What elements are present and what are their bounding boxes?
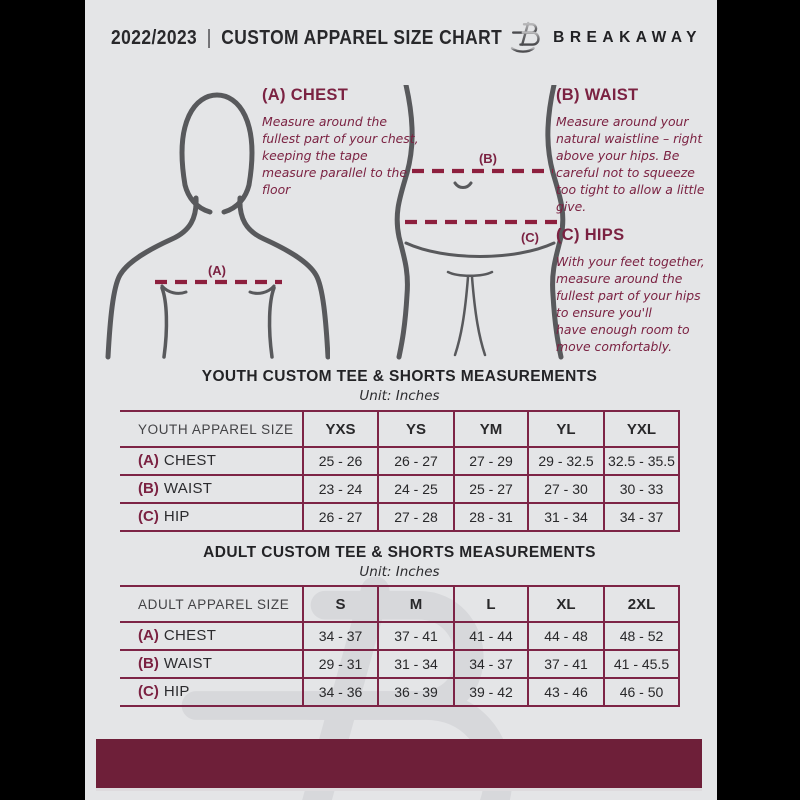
- hips-heading: (C) HIPS: [556, 226, 625, 244]
- column-header: S: [302, 585, 378, 623]
- table-row: (C) HIP 26 - 27 27 - 28 28 - 31 31 - 34 3…: [120, 502, 680, 532]
- document-title: 2022/2023 | CUSTOM APPAREL SIZE CHART: [111, 27, 502, 50]
- row-label: WAIST: [163, 480, 213, 497]
- size-chart-page: 2022/2023 | CUSTOM APPAREL SIZE CHART BREA…: [85, 0, 717, 800]
- column-header: 2XL: [603, 585, 680, 623]
- column-header: YXS: [302, 410, 378, 448]
- column-header: M: [377, 585, 454, 623]
- row-marker: (B): [138, 655, 159, 672]
- measurement-cell: 24 - 25: [377, 474, 454, 504]
- column-header: YM: [453, 410, 528, 448]
- measurement-cell: 27 - 30: [527, 474, 604, 504]
- size-column-label: YOUTH APPAREL SIZE: [120, 410, 303, 448]
- column-header: YS: [377, 410, 454, 448]
- measurement-cell: 34 - 37: [453, 649, 528, 679]
- table-row: (A) CHEST 25 - 26 26 - 27 27 - 29 29 - 32…: [120, 446, 680, 476]
- column-header: YL: [527, 410, 604, 448]
- youth-table-title: YOUTH CUSTOM TEE & SHORTS MEASUREMENTS: [201, 368, 598, 385]
- lower-body-figure: (B) (C): [394, 85, 566, 360]
- measurement-cell: 26 - 27: [377, 446, 454, 476]
- waist-marker-label: (B): [479, 151, 497, 166]
- row-marker: (A): [138, 452, 159, 469]
- measurement-cell: 23 - 24: [302, 474, 378, 504]
- measurement-cell: 29 - 32.5: [527, 446, 604, 476]
- row-label: HIP: [163, 508, 190, 525]
- measurement-cell: 43 - 46: [527, 677, 604, 707]
- measurement-cell: 32.5 - 35.5: [603, 446, 680, 476]
- table-row: (A) CHEST 34 - 37 37 - 41 41 - 44 44 - 48…: [120, 621, 680, 651]
- row-marker: (C): [138, 683, 159, 700]
- adult-size-table: ADULT APPAREL SIZE S M L XL 2XL (A) CHEST…: [120, 585, 680, 707]
- chest-heading: (A) CHEST: [262, 86, 349, 104]
- measurement-cell: 30 - 33: [603, 474, 680, 504]
- waist-guide-section: (B) WAIST Measure around your natural wa…: [556, 86, 706, 216]
- footer-accent-bar: [96, 739, 702, 788]
- row-marker: (A): [138, 627, 159, 644]
- row-label: CHEST: [163, 452, 217, 469]
- page-title: CUSTOM APPAREL SIZE CHART: [221, 27, 503, 49]
- measurement-cell: 31 - 34: [377, 649, 454, 679]
- measurement-cell: 36 - 39: [377, 677, 454, 707]
- measurement-cell: 48 - 52: [603, 621, 680, 651]
- row-marker: (C): [138, 508, 159, 525]
- adult-table-unit: Unit: Inches: [359, 564, 440, 580]
- hip-marker-label: (C): [521, 230, 539, 245]
- size-column-label: ADULT APPAREL SIZE: [120, 585, 303, 623]
- breakaway-logo-icon: [510, 21, 540, 53]
- measurement-cell: 37 - 41: [377, 621, 454, 651]
- brand-lockup: BREAKAWAY: [504, 20, 702, 56]
- column-header: YXL: [603, 410, 680, 448]
- table-row: (C) HIP 34 - 36 36 - 39 39 - 42 43 - 46 4…: [120, 677, 680, 707]
- measurement-cell: 34 - 36: [302, 677, 378, 707]
- measurement-cell: 34 - 37: [302, 621, 378, 651]
- row-marker: (B): [138, 480, 159, 497]
- upper-body-figure: (A): [105, 92, 330, 360]
- brand-name: BREAKAWAY: [553, 29, 702, 46]
- waist-instructions: Measure around your natural waistline – …: [556, 114, 705, 214]
- measurement-cell: 34 - 37: [603, 502, 680, 532]
- hips-instructions: With your feet together, measure around …: [556, 254, 705, 354]
- measurement-cell: 39 - 42: [453, 677, 528, 707]
- measurement-cell: 46 - 50: [603, 677, 680, 707]
- table-row: (B) WAIST 29 - 31 31 - 34 34 - 37 37 - 41…: [120, 649, 680, 679]
- measurement-cell: 26 - 27: [302, 502, 378, 532]
- table-row: (B) WAIST 23 - 24 24 - 25 25 - 27 27 - 30…: [120, 474, 680, 504]
- chest-marker-label: (A): [208, 263, 226, 278]
- column-header: L: [453, 585, 528, 623]
- measurement-cell: 27 - 28: [377, 502, 454, 532]
- hips-guide-section: (C) HIPS With your feet together, measur…: [556, 226, 716, 356]
- waist-heading: (B) WAIST: [556, 86, 639, 104]
- season-label: 2022/2023: [111, 27, 198, 49]
- measurement-cell: 25 - 26: [302, 446, 378, 476]
- youth-table-unit: Unit: Inches: [359, 388, 440, 404]
- adult-table-title: ADULT CUSTOM TEE & SHORTS MEASUREMENTS: [203, 544, 596, 561]
- title-divider: |: [206, 27, 212, 49]
- measurement-cell: 41 - 44: [453, 621, 528, 651]
- youth-size-table: YOUTH APPAREL SIZE YXS YS YM YL YXL (A) C…: [120, 410, 680, 532]
- measurement-cell: 41 - 45.5: [603, 649, 680, 679]
- measurement-cell: 29 - 31: [302, 649, 378, 679]
- row-label: HIP: [163, 683, 190, 700]
- measurement-cell: 27 - 29: [453, 446, 528, 476]
- measurement-cell: 37 - 41: [527, 649, 604, 679]
- chest-guide-section: (A) CHEST Measure around the fullest par…: [262, 86, 422, 199]
- measurement-cell: 25 - 27: [453, 474, 528, 504]
- row-label: WAIST: [163, 655, 213, 672]
- column-header: XL: [527, 585, 604, 623]
- measurement-cell: 28 - 31: [453, 502, 528, 532]
- measurement-cell: 31 - 34: [527, 502, 604, 532]
- row-label: CHEST: [163, 627, 217, 644]
- measurement-cell: 44 - 48: [527, 621, 604, 651]
- table-header-row: ADULT APPAREL SIZE S M L XL 2XL: [120, 585, 680, 623]
- chest-instructions: Measure around the fullest part of your …: [262, 114, 419, 197]
- table-header-row: YOUTH APPAREL SIZE YXS YS YM YL YXL: [120, 410, 680, 448]
